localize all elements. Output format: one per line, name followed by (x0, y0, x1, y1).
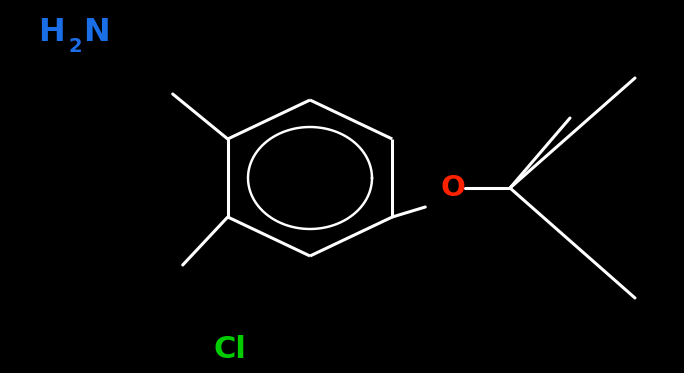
Text: H: H (38, 17, 65, 48)
Text: O: O (440, 174, 465, 202)
Text: N: N (83, 17, 109, 48)
Text: 2: 2 (69, 37, 83, 56)
Text: Cl: Cl (213, 335, 246, 364)
